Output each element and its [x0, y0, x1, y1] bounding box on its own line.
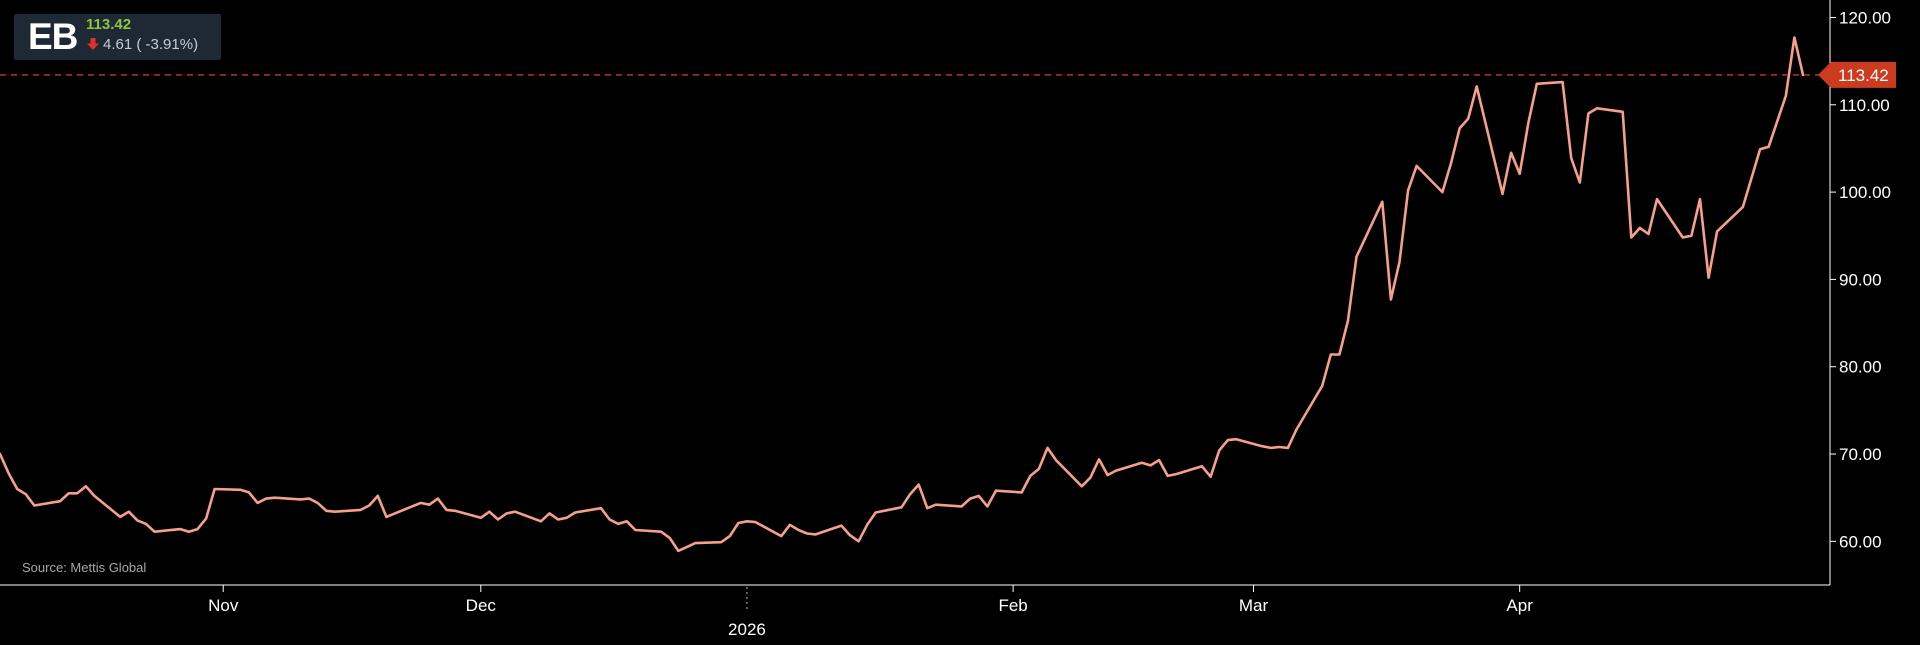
last-price-marker-shape	[1818, 61, 1896, 88]
price-series-line	[0, 36, 1805, 553]
y-tick-label: 70.00	[1839, 445, 1882, 464]
y-tick-label: 60.00	[1839, 532, 1882, 551]
last-price-marker: 113.42	[1818, 61, 1896, 88]
y-tick-label: 100.00	[1839, 183, 1891, 202]
ticker-summary-box: EB 113.42 4.61 ( -3.91%)	[14, 14, 221, 60]
x-tick-label: Apr	[1506, 596, 1533, 615]
y-tick-label: 90.00	[1839, 270, 1882, 289]
y-tick-label: 120.00	[1839, 8, 1891, 27]
source-caption: Source: Mettis Global	[22, 560, 147, 575]
ticker-change: 4.61 ( -3.91%)	[86, 35, 198, 55]
y-tick-label: 80.00	[1839, 358, 1882, 377]
y-tick-label: 110.00	[1839, 96, 1890, 115]
x-tick-label: Nov	[208, 596, 239, 615]
axes: 60.00 70.00 80.00 90.00 100.00 110.00 120.00 No…	[0, 0, 1896, 639]
last-price-marker-label: 113.42	[1838, 66, 1889, 85]
x-tick-label: Feb	[998, 596, 1027, 615]
ticker-change-value: 4.61	[103, 36, 133, 53]
arrow-down-icon	[87, 38, 99, 50]
x-tick-label-year: 2026	[728, 620, 766, 639]
plot-area[interactable]	[0, 36, 1830, 553]
x-tick-label: Mar	[1239, 596, 1269, 615]
ticker-last-price: 113.42	[86, 16, 132, 33]
x-tick-label: Dec	[466, 596, 497, 615]
ticker-symbol: EB	[28, 16, 78, 57]
ticker-change-percent: ( -3.91%)	[136, 36, 199, 53]
